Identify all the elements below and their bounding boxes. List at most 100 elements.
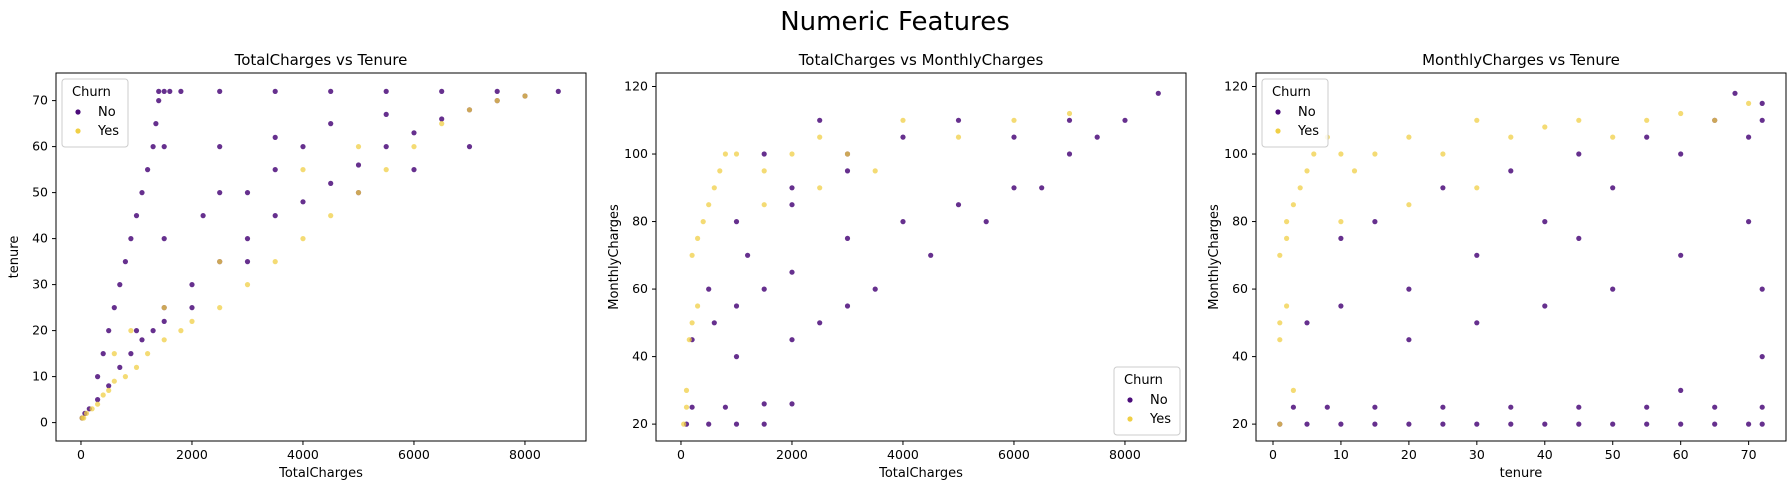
scatter-point <box>1732 90 1738 96</box>
scatter-point <box>789 269 795 275</box>
scatter-point <box>1746 421 1752 427</box>
scatter-point <box>1297 185 1303 191</box>
scatter-point <box>1122 117 1128 123</box>
scatter-point <box>217 190 223 196</box>
scatter-point <box>1406 202 1412 208</box>
scatter-point <box>1406 286 1412 292</box>
series-no <box>1277 90 1765 427</box>
x-tick-label: 0 <box>77 447 85 462</box>
series-yes <box>79 93 528 421</box>
legend-title: Churn <box>1124 373 1163 388</box>
scatter-point <box>439 88 445 94</box>
scatter-point <box>1066 110 1073 117</box>
scatter-point <box>156 98 162 104</box>
legend-marker-no <box>75 109 81 115</box>
y-axis-label: tenure <box>7 236 22 279</box>
scatter-point <box>1277 320 1283 326</box>
scatter-point <box>1576 404 1582 410</box>
scatter-point <box>1372 219 1378 225</box>
scatter-point <box>722 404 729 410</box>
axes-frame <box>655 72 1187 442</box>
scatter-point <box>122 259 128 265</box>
scatter-point <box>328 213 334 219</box>
scatter-point <box>1678 421 1684 427</box>
scatter-point <box>1039 185 1045 191</box>
scatter-point <box>1644 134 1650 140</box>
series-yes <box>1277 100 1752 427</box>
scatter-point <box>383 144 389 150</box>
scatter-point <box>817 117 823 123</box>
scatter-point <box>955 134 962 140</box>
scatter-point <box>1277 252 1283 258</box>
scatter-point <box>1759 421 1765 427</box>
scatter-point <box>217 259 223 265</box>
scatter-point <box>156 88 162 94</box>
scatter-point <box>494 88 500 94</box>
scatter-point <box>844 303 851 309</box>
scatter-point <box>244 236 251 242</box>
scatter-point <box>272 134 278 140</box>
scatter-point <box>1610 134 1616 140</box>
scatter-point <box>711 320 717 326</box>
scatter-point <box>1094 134 1100 140</box>
scatter-point <box>1066 117 1073 123</box>
scatter-point <box>761 421 767 427</box>
scatter-point <box>761 168 767 174</box>
x-axis-label: TotalCharges <box>278 466 363 481</box>
scatter-point <box>300 199 306 205</box>
scatter-point <box>1474 320 1480 326</box>
scatter-point <box>1277 337 1283 343</box>
scatter-point <box>733 219 740 225</box>
scatter-point <box>150 328 156 334</box>
y-tick-label: 40 <box>1232 349 1248 364</box>
legend: Churn No Yes <box>61 78 129 148</box>
y-tick-label: 20 <box>1232 416 1248 431</box>
scatter-point <box>900 117 906 123</box>
scatter-point <box>328 180 334 186</box>
x-tick-label: 40 <box>1537 447 1553 462</box>
scatter-point <box>789 185 795 191</box>
scatter-point <box>383 111 389 117</box>
scatter-point <box>95 397 101 403</box>
series-no <box>683 90 1161 427</box>
x-tick-label: 30 <box>1469 447 1485 462</box>
scatter-point <box>355 162 362 168</box>
scatter-point <box>1011 117 1017 123</box>
x-axis-label: TotalCharges <box>878 466 963 481</box>
scatter-point <box>1440 185 1446 191</box>
scatter-point <box>1542 421 1548 427</box>
scatter-point <box>733 354 740 360</box>
scatter-point <box>89 406 95 412</box>
scatter-point <box>1474 117 1480 123</box>
scatter-point <box>706 202 712 208</box>
scatter-point <box>1011 134 1017 140</box>
scatter-point <box>139 190 145 196</box>
y-tick-label: 80 <box>632 214 648 229</box>
scatter-point <box>161 305 167 311</box>
scatter-point <box>217 305 223 311</box>
chart-panel-1: 0 2000 4000 6000 8000 0 10 20 30 40 50 60 70 TotalCha… <box>7 51 587 481</box>
scatter-point <box>178 88 184 94</box>
scatter-point <box>983 219 989 225</box>
scatter-point <box>1712 117 1718 123</box>
scatter-point <box>139 337 145 343</box>
legend: Churn No Yes <box>1261 78 1329 148</box>
x-tick-label: 20 <box>1401 447 1417 462</box>
scatter-point <box>272 167 278 173</box>
scatter-point <box>128 236 134 242</box>
scatter-point <box>1644 404 1650 410</box>
scatter-point <box>1338 219 1344 225</box>
scatter-point <box>789 337 795 343</box>
scatter-point <box>328 88 334 94</box>
legend-label-no: No <box>1298 105 1316 120</box>
scatter-point <box>150 144 156 150</box>
y-tick-label: 120 <box>624 79 648 94</box>
scatter-point <box>106 383 112 389</box>
scatter-point <box>81 415 87 421</box>
scatter-point <box>900 134 906 140</box>
scatter-point <box>100 351 106 357</box>
scatter-point <box>695 235 701 241</box>
scatter-point <box>167 88 173 94</box>
scatter-point <box>745 252 751 258</box>
